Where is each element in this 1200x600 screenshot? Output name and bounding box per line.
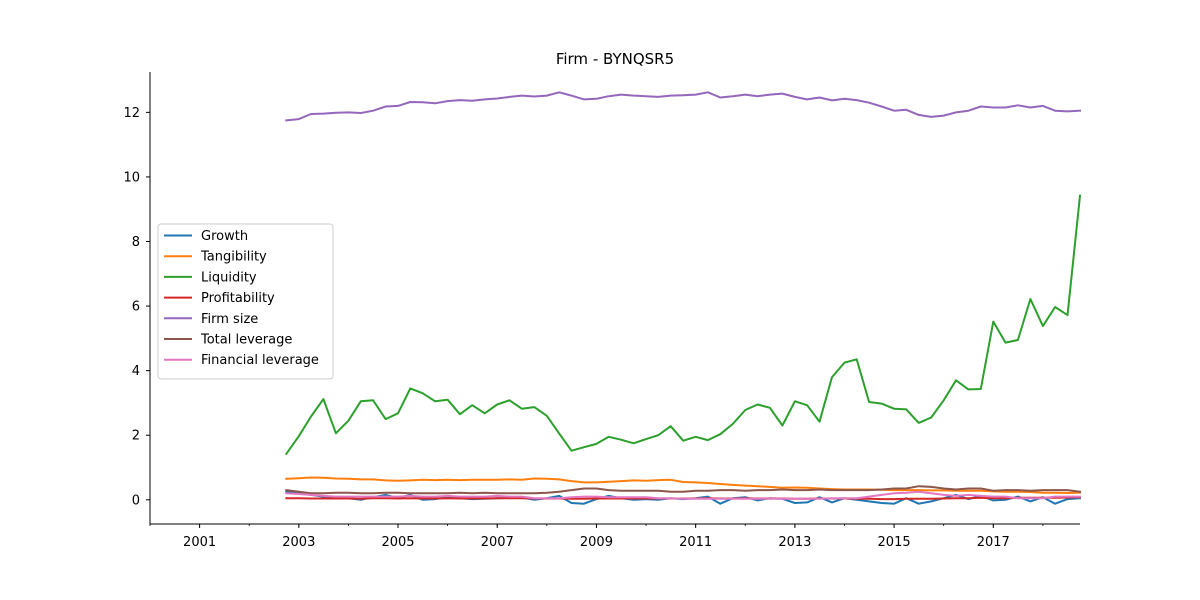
series-layer [284, 91, 1082, 505]
legend-label: Financial leverage [201, 353, 319, 368]
y-tick-label: 8 [132, 235, 140, 250]
legend-label: Growth [201, 229, 248, 244]
y-tick-label: 10 [123, 170, 140, 185]
series-line [284, 194, 1082, 456]
x-tick-label: 2007 [481, 535, 514, 550]
x-tick-label: 2015 [878, 535, 911, 550]
x-tick-label: 2011 [679, 535, 712, 550]
axes-layer: 0 2 4 6 8 10 12 2001 2003 2005 2007 2009 2011 2013 201… [123, 72, 1080, 550]
series-line [285, 490, 1081, 500]
legend-label: Liquidity [201, 270, 257, 285]
y-tick-label: 12 [123, 106, 140, 121]
legend-label: Total leverage [200, 333, 292, 348]
x-tick-label: 2013 [778, 535, 811, 550]
legend-label: Firm size [201, 312, 258, 327]
series-line [285, 485, 1082, 495]
series-line [285, 476, 1082, 494]
y-tick-label: 6 [132, 300, 140, 315]
legend-label: Profitability [201, 291, 275, 306]
legend: Growth Tangibility Liquidity Profitability F… [157, 223, 334, 380]
x-tick-label: 2001 [183, 535, 216, 550]
x-tick-label: 2003 [282, 535, 315, 550]
series-line [285, 91, 1082, 122]
x-tick-label: 2017 [977, 535, 1010, 550]
x-tick-label: 2005 [381, 535, 414, 550]
x-tick-label: 2009 [580, 535, 613, 550]
chart-title: Firm - BYNQSR5 [556, 50, 674, 68]
y-tick-label: 0 [132, 493, 140, 508]
y-tick-label: 2 [132, 429, 140, 444]
legend-frame [157, 223, 334, 380]
legend-label: Tangibility [200, 250, 267, 265]
y-tick-label: 4 [132, 364, 140, 379]
